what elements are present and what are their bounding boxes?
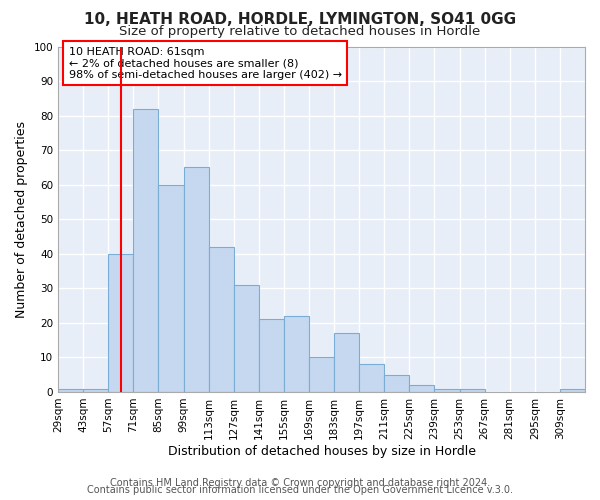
Bar bbox=[58, 388, 83, 392]
Bar bbox=[334, 333, 359, 392]
Bar bbox=[359, 364, 384, 392]
Bar bbox=[460, 388, 485, 392]
Bar bbox=[434, 388, 460, 392]
Text: 10, HEATH ROAD, HORDLE, LYMINGTON, SO41 0GG: 10, HEATH ROAD, HORDLE, LYMINGTON, SO41 … bbox=[84, 12, 516, 28]
Text: Contains HM Land Registry data © Crown copyright and database right 2024.: Contains HM Land Registry data © Crown c… bbox=[110, 478, 490, 488]
Bar bbox=[284, 316, 309, 392]
Bar bbox=[259, 320, 284, 392]
Y-axis label: Number of detached properties: Number of detached properties bbox=[15, 120, 28, 318]
Text: Size of property relative to detached houses in Hordle: Size of property relative to detached ho… bbox=[119, 25, 481, 38]
Bar bbox=[309, 358, 334, 392]
X-axis label: Distribution of detached houses by size in Hordle: Distribution of detached houses by size … bbox=[167, 444, 476, 458]
Bar bbox=[158, 184, 184, 392]
Bar bbox=[133, 108, 158, 392]
Bar bbox=[560, 388, 585, 392]
Bar bbox=[83, 388, 108, 392]
Text: 10 HEATH ROAD: 61sqm
← 2% of detached houses are smaller (8)
98% of semi-detache: 10 HEATH ROAD: 61sqm ← 2% of detached ho… bbox=[68, 46, 342, 80]
Bar bbox=[108, 254, 133, 392]
Bar bbox=[184, 168, 209, 392]
Text: Contains public sector information licensed under the Open Government Licence v.: Contains public sector information licen… bbox=[87, 485, 513, 495]
Bar bbox=[233, 285, 259, 392]
Bar bbox=[409, 385, 434, 392]
Bar bbox=[209, 247, 233, 392]
Bar bbox=[384, 374, 409, 392]
